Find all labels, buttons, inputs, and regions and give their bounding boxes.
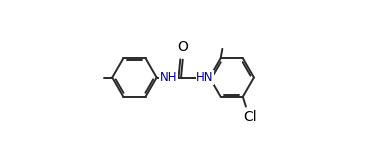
Text: O: O xyxy=(177,40,188,54)
Text: HN: HN xyxy=(196,71,214,84)
Text: Cl: Cl xyxy=(243,110,257,124)
Text: NH: NH xyxy=(160,71,177,84)
